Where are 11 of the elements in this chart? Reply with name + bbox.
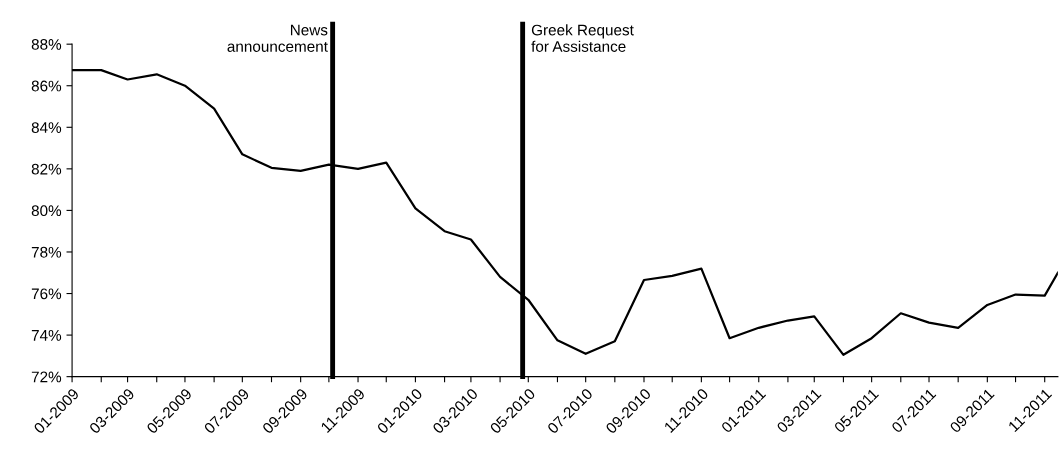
ref-line-label: Greek Request for Assistance	[531, 24, 634, 52]
y-tick-label: 88%	[31, 39, 62, 50]
y-tick-label: 76%	[31, 288, 62, 300]
y-tick-label: 84%	[31, 122, 62, 133]
y-tick-label: 82%	[31, 163, 62, 175]
y-tick-label: 86%	[31, 80, 62, 92]
y-tick-label: 74%	[31, 330, 62, 341]
y-tick-label: 80%	[31, 205, 62, 217]
ref-line-label: News announcement	[227, 24, 328, 52]
y-tick-label: 72%	[31, 371, 62, 383]
y-tick-label: 78%	[31, 246, 62, 258]
